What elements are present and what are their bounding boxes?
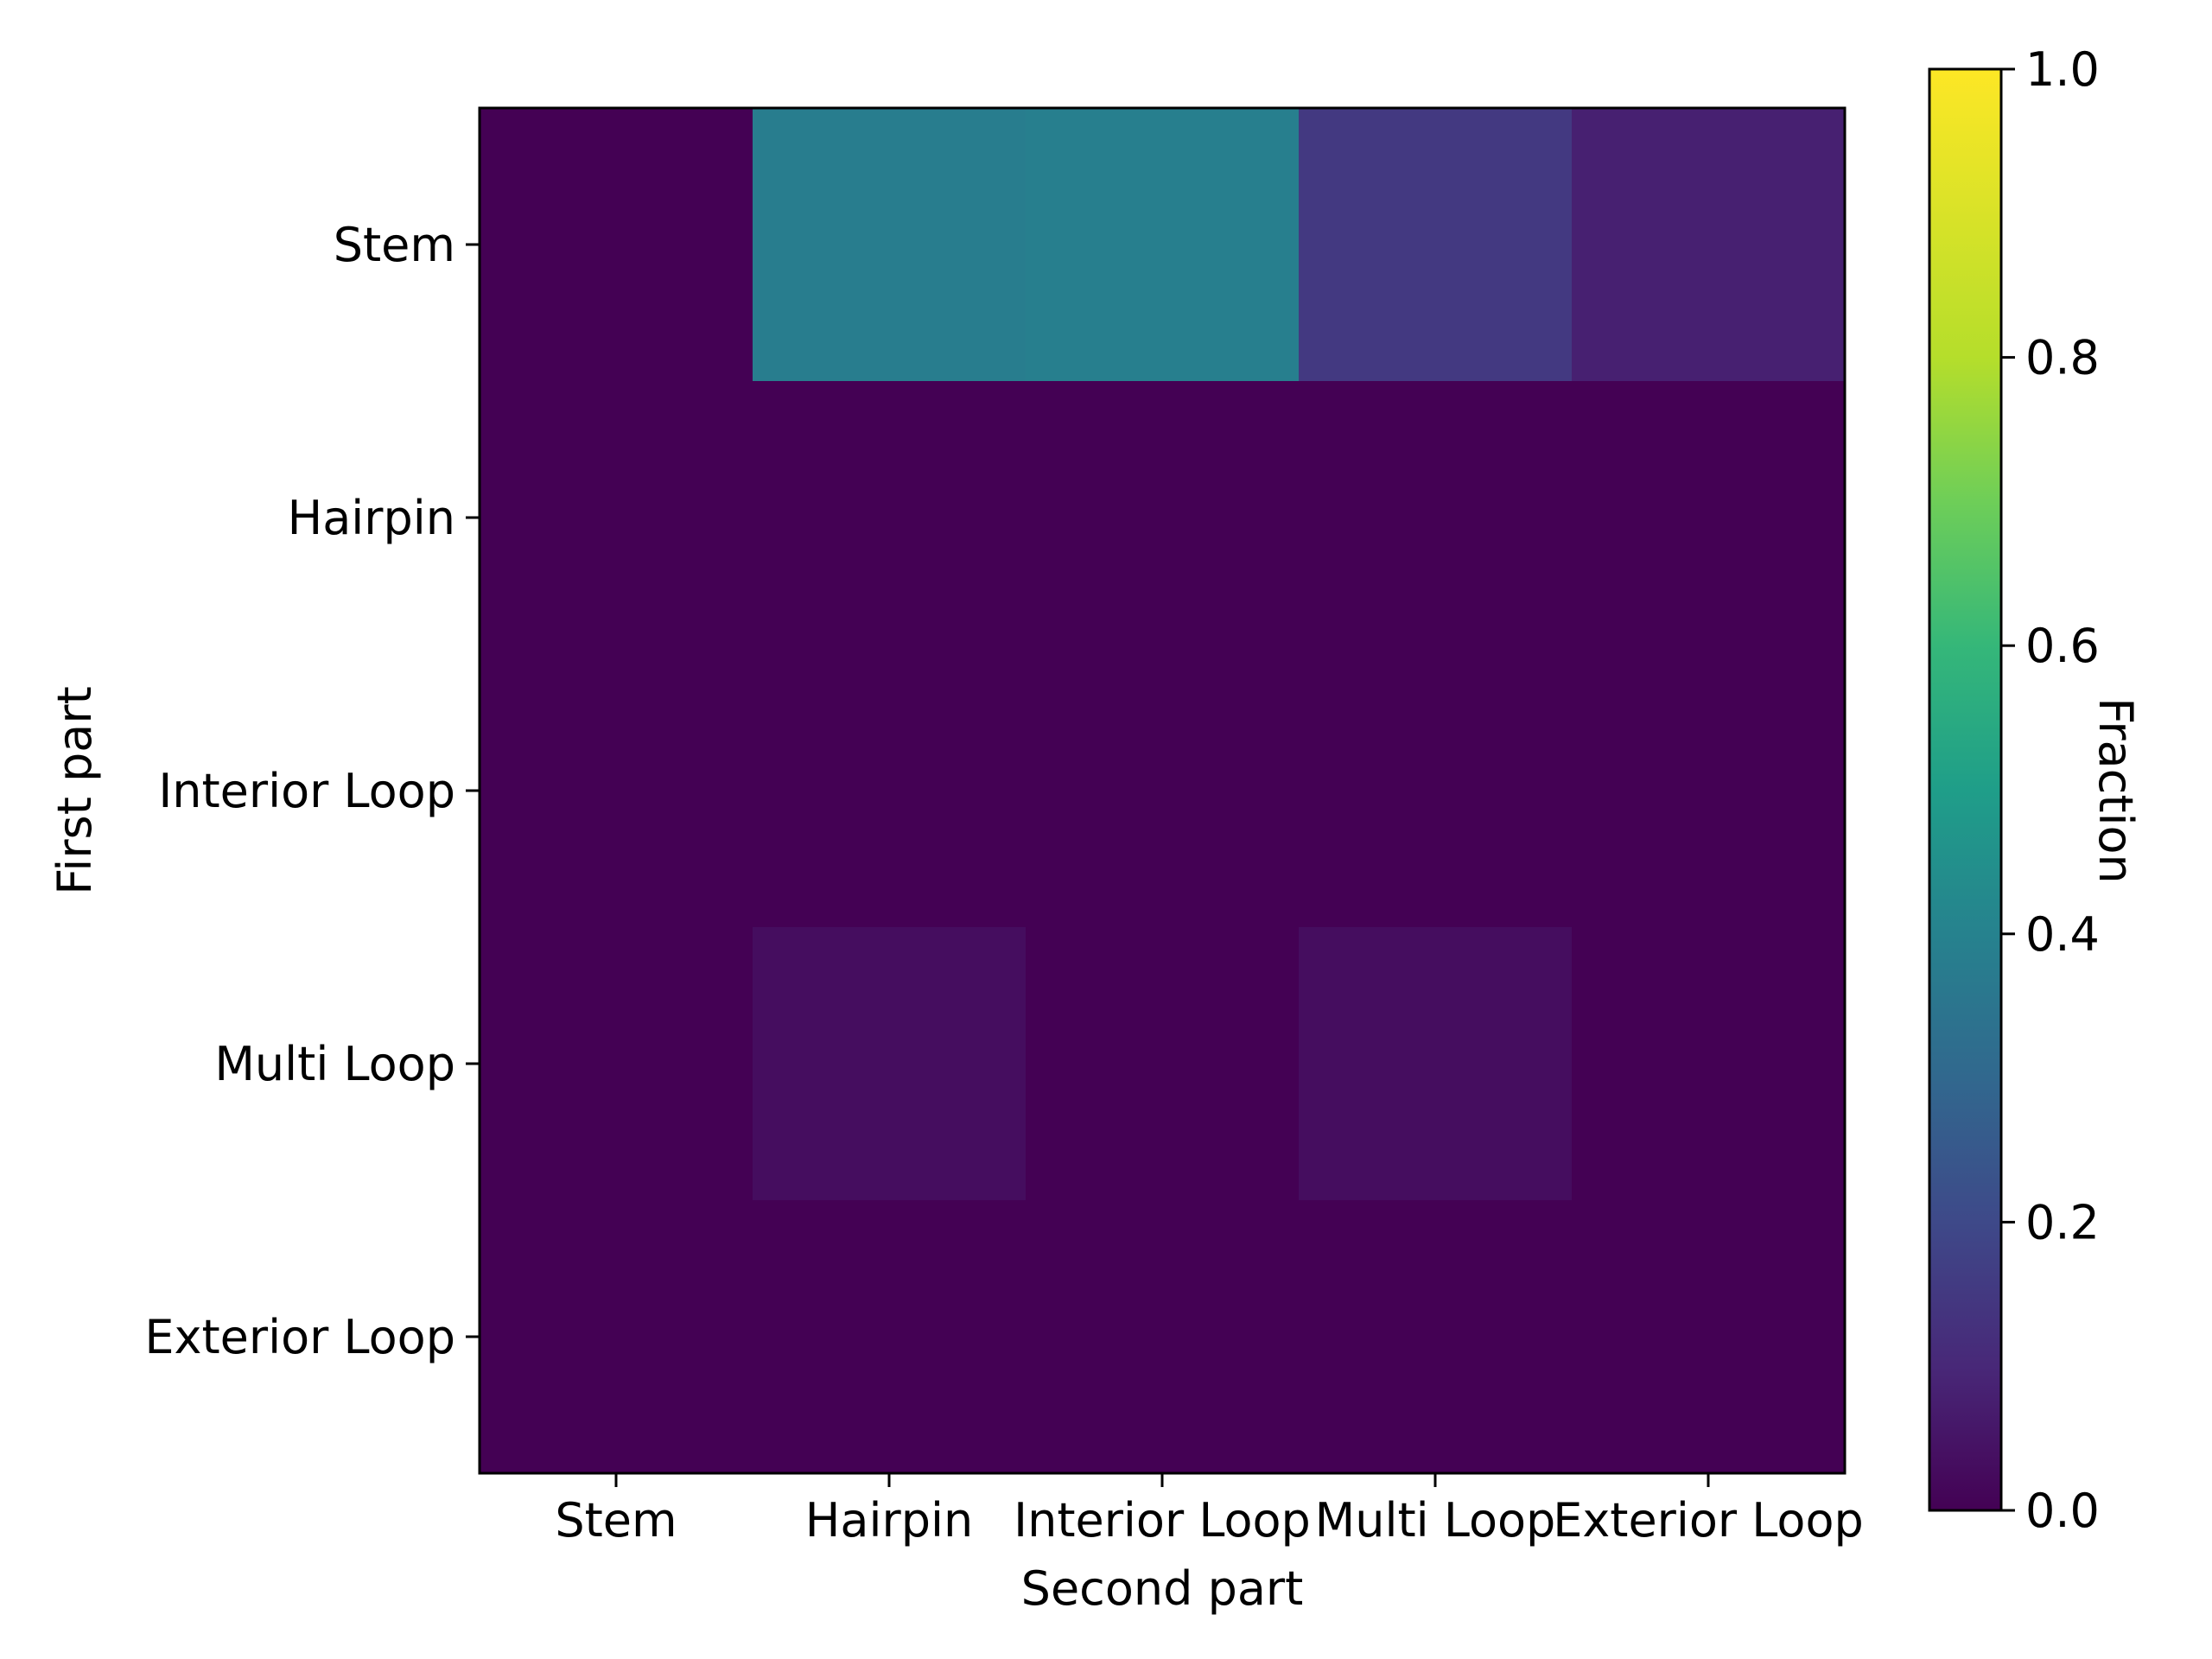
- heatmap-cell: [753, 927, 1027, 1201]
- x-tick-label: Exterior Loop: [1553, 1493, 1864, 1548]
- heatmap-cell: [1299, 381, 1573, 655]
- colorbar: [1928, 67, 2003, 1512]
- colorbar-label: Fraction: [2088, 697, 2143, 884]
- heatmap-cell: [1026, 1200, 1300, 1474]
- heatmap-cell: [753, 654, 1027, 928]
- colorbar-tick-label: 0.4: [2025, 907, 2100, 962]
- y-tick-label: Exterior Loop: [144, 1310, 455, 1364]
- heatmap-cell: [1299, 108, 1573, 382]
- x-tick-label: Stem: [555, 1493, 677, 1548]
- colorbar-tick-label: 0.2: [2025, 1195, 2100, 1249]
- heatmap-cell: [480, 108, 753, 382]
- y-axis-label: First part: [48, 686, 102, 895]
- heatmap-cell: [1572, 381, 1846, 655]
- x-tick-label: Interior Loop: [1014, 1493, 1311, 1548]
- y-axis: Stem Hairpin Interior Loop Multi Loop Exteri…: [144, 218, 480, 1364]
- heatmap-cell: [1299, 654, 1573, 928]
- colorbar-tick-label: 0.6: [2025, 619, 2100, 673]
- heatmap-cell: [480, 381, 753, 655]
- heatmap-cell: [480, 927, 753, 1201]
- x-axis: Stem Hairpin Interior Loop Multi LoopExteri…: [555, 1473, 1864, 1548]
- heatmap-cell: [753, 1200, 1027, 1474]
- heatmap-cell: [1026, 108, 1300, 382]
- heatmap-cell: [1026, 654, 1300, 928]
- heatmap-cells: [480, 108, 1846, 1474]
- heatmap-cell: [1572, 108, 1846, 382]
- y-tick-label: Hairpin: [288, 491, 455, 545]
- x-tick-label: Multi Loop: [1315, 1493, 1556, 1548]
- heatmap-cell: [480, 1200, 753, 1474]
- heatmap-cell: [1026, 381, 1300, 655]
- heatmap-cell: [1026, 927, 1300, 1201]
- colorbar-tick-label: 1.0: [2025, 42, 2100, 97]
- heatmap-cell: [753, 108, 1027, 382]
- heatmap-cell: [1299, 1200, 1573, 1474]
- x-tick-label: Hairpin: [805, 1493, 973, 1548]
- colorbar-tick-label: 0.8: [2025, 331, 2100, 385]
- heatmap-cell: [753, 381, 1027, 655]
- colorbar-axis: 0.0 0.2 0.4 0.6 0.8 1.0: [2001, 42, 2100, 1538]
- heatmap-cell: [1299, 927, 1573, 1201]
- y-tick-label: Interior Loop: [158, 764, 455, 818]
- y-tick-label: Stem: [334, 218, 455, 272]
- heatmap-cell: [1572, 1200, 1846, 1474]
- heatmap-cell: [1572, 927, 1846, 1201]
- heatmap-cell: [480, 654, 753, 928]
- colorbar-tick-label: 0.0: [2025, 1484, 2100, 1538]
- y-tick-label: Multi Loop: [214, 1037, 455, 1091]
- heatmap-cell: [1572, 654, 1846, 928]
- x-axis-label: Second part: [1021, 1561, 1304, 1616]
